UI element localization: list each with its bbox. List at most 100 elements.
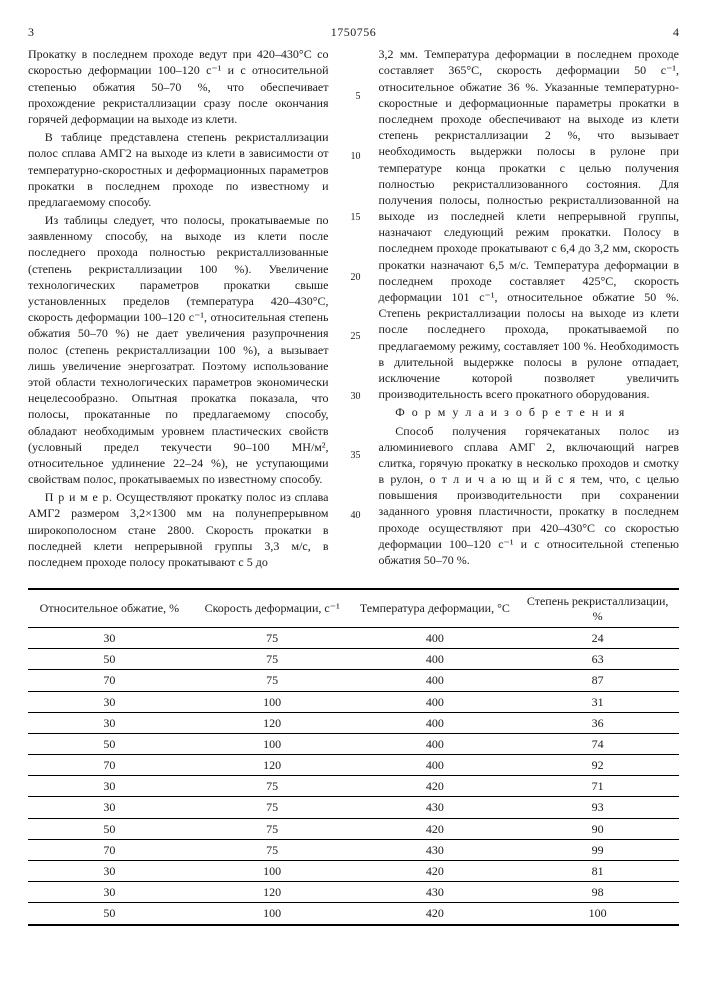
left-p3: Из таблицы следует, что полосы, прокатыв… bbox=[28, 212, 329, 487]
table-row: 707543099 bbox=[28, 839, 679, 860]
table-row: 707540087 bbox=[28, 670, 679, 691]
table-cell: 420 bbox=[354, 776, 517, 797]
table-cell: 99 bbox=[516, 839, 679, 860]
data-table: Относительное обжатие, %Скорость деформа… bbox=[28, 588, 679, 925]
example-label: П р и м е р. bbox=[45, 490, 113, 504]
table-cell: 400 bbox=[354, 691, 517, 712]
line-number: 25 bbox=[351, 330, 361, 344]
line-number: 30 bbox=[351, 390, 361, 404]
table-cell: 63 bbox=[516, 649, 679, 670]
table-cell: 120 bbox=[191, 712, 354, 733]
table-row: 507540063 bbox=[28, 649, 679, 670]
table-cell: 81 bbox=[516, 861, 679, 882]
table-cell: 75 bbox=[191, 649, 354, 670]
line-number: 5 bbox=[356, 90, 361, 104]
table-cell: 120 bbox=[191, 882, 354, 903]
table-cell: 75 bbox=[191, 670, 354, 691]
table-cell: 75 bbox=[191, 797, 354, 818]
formula-heading: Ф о р м у л а и з о б р е т е н и я bbox=[379, 404, 680, 420]
table-cell: 75 bbox=[191, 776, 354, 797]
table-cell: 430 bbox=[354, 882, 517, 903]
table-cell: 70 bbox=[28, 755, 191, 776]
table-row: 307543093 bbox=[28, 797, 679, 818]
table-col-header: Температура деформации, °С bbox=[354, 589, 517, 627]
table-cell: 400 bbox=[354, 670, 517, 691]
table-cell: 430 bbox=[354, 839, 517, 860]
table-cell: 30 bbox=[28, 776, 191, 797]
table-cell: 30 bbox=[28, 627, 191, 648]
line-number: 20 bbox=[351, 271, 361, 285]
table-cell: 100 bbox=[191, 903, 354, 925]
table-cell: 36 bbox=[516, 712, 679, 733]
table-cell: 420 bbox=[354, 861, 517, 882]
left-column: Прокатку в последнем проходе ведут при 4… bbox=[28, 46, 329, 572]
table-cell: 30 bbox=[28, 691, 191, 712]
table-row: 507542090 bbox=[28, 818, 679, 839]
table-cell: 30 bbox=[28, 861, 191, 882]
table-cell: 50 bbox=[28, 903, 191, 925]
table-cell: 30 bbox=[28, 712, 191, 733]
right-p1: 3,2 мм. Температура деформации в последн… bbox=[379, 46, 680, 402]
table-cell: 100 bbox=[191, 861, 354, 882]
table-cell: 420 bbox=[354, 903, 517, 925]
table-cell: 400 bbox=[354, 733, 517, 754]
table-cell: 90 bbox=[516, 818, 679, 839]
table-cell: 30 bbox=[28, 882, 191, 903]
table-cell: 70 bbox=[28, 670, 191, 691]
table-cell: 100 bbox=[191, 691, 354, 712]
table-cell: 24 bbox=[516, 627, 679, 648]
table-col-header: Скорость деформации, с⁻¹ bbox=[191, 589, 354, 627]
table-cell: 75 bbox=[191, 839, 354, 860]
table-cell: 31 bbox=[516, 691, 679, 712]
table-cell: 30 bbox=[28, 797, 191, 818]
table-head: Относительное обжатие, %Скорость деформа… bbox=[28, 589, 679, 627]
line-number: 15 bbox=[351, 211, 361, 225]
table-row: 3012040036 bbox=[28, 712, 679, 733]
table-cell: 75 bbox=[191, 818, 354, 839]
body-columns: Прокатку в последнем проходе ведут при 4… bbox=[28, 46, 679, 572]
table-cell: 420 bbox=[354, 818, 517, 839]
line-number-gutter: 5 10 15 20 25 30 35 40 bbox=[347, 46, 361, 572]
page-number-left: 3 bbox=[28, 24, 245, 40]
page-header: 3 1750756 4 bbox=[28, 24, 679, 40]
table-cell: 92 bbox=[516, 755, 679, 776]
table-row: 307542071 bbox=[28, 776, 679, 797]
line-number: 10 bbox=[351, 150, 361, 164]
table-row: 7012040092 bbox=[28, 755, 679, 776]
line-number: 40 bbox=[351, 509, 361, 523]
table-body: 3075400245075400637075400873010040031301… bbox=[28, 627, 679, 924]
formula-heading-text: Ф о р м у л а и з о б р е т е н и я bbox=[395, 405, 626, 419]
table-cell: 50 bbox=[28, 733, 191, 754]
table-cell: 50 bbox=[28, 649, 191, 670]
table-row: 3012043098 bbox=[28, 882, 679, 903]
table-row: 5010040074 bbox=[28, 733, 679, 754]
table-row: 3010040031 bbox=[28, 691, 679, 712]
table-cell: 430 bbox=[354, 797, 517, 818]
table-cell: 98 bbox=[516, 882, 679, 903]
table-cell: 100 bbox=[516, 903, 679, 925]
right-column: 3,2 мм. Температура деформации в последн… bbox=[379, 46, 680, 572]
table-col-header: Степень рекристаллизации, % bbox=[516, 589, 679, 627]
table-cell: 71 bbox=[516, 776, 679, 797]
left-p2: В таблице представлена степень рекристал… bbox=[28, 129, 329, 210]
table-row: 50100420100 bbox=[28, 903, 679, 925]
line-number: 35 bbox=[351, 449, 361, 463]
table-row: 307540024 bbox=[28, 627, 679, 648]
patent-number: 1750756 bbox=[245, 24, 462, 40]
table-cell: 87 bbox=[516, 670, 679, 691]
left-p1: Прокатку в последнем проходе ведут при 4… bbox=[28, 46, 329, 127]
table-cell: 74 bbox=[516, 733, 679, 754]
left-p4: П р и м е р. Осуществляют прокатку полос… bbox=[28, 489, 329, 570]
table-cell: 75 bbox=[191, 627, 354, 648]
table-cell: 400 bbox=[354, 627, 517, 648]
table-col-header: Относительное обжатие, % bbox=[28, 589, 191, 627]
table-cell: 400 bbox=[354, 649, 517, 670]
page-number-right: 4 bbox=[462, 24, 679, 40]
table-cell: 70 bbox=[28, 839, 191, 860]
table-header-row: Относительное обжатие, %Скорость деформа… bbox=[28, 589, 679, 627]
table-cell: 400 bbox=[354, 755, 517, 776]
table-cell: 50 bbox=[28, 818, 191, 839]
table-cell: 400 bbox=[354, 712, 517, 733]
table-cell: 120 bbox=[191, 755, 354, 776]
table-cell: 100 bbox=[191, 733, 354, 754]
